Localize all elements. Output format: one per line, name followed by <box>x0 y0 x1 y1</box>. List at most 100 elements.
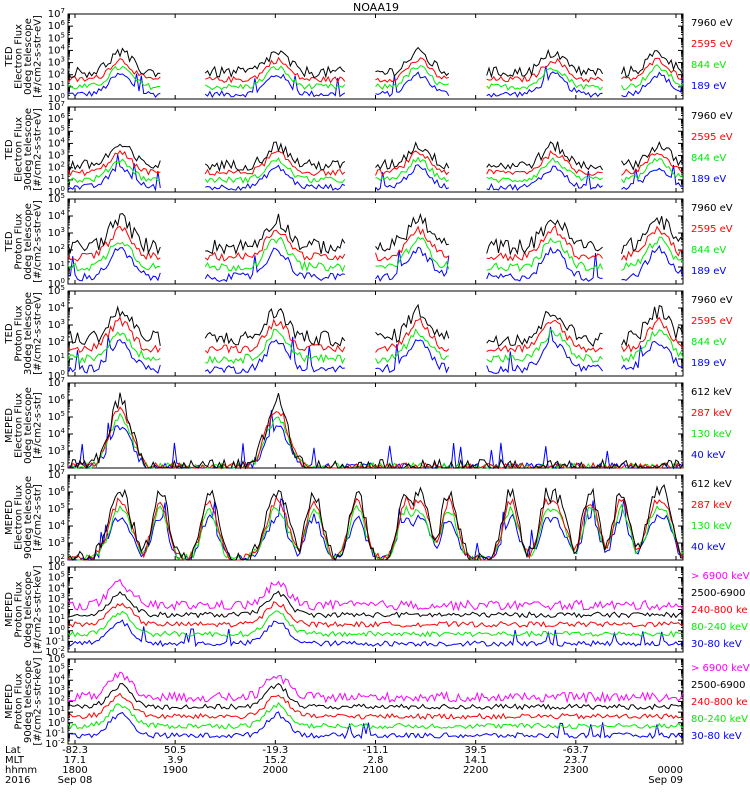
series-trace-red <box>67 316 684 354</box>
y-tick-exponent: 4 <box>61 43 66 51</box>
y-tick-exponent: 5 <box>61 410 65 418</box>
y-tick-exponent: 7 <box>61 468 65 476</box>
y-axis-label-line: Electron Flux <box>14 117 25 182</box>
channel-label: 844 eV <box>691 60 726 71</box>
y-tick-exponent: -1 <box>58 634 65 642</box>
y-tick-exponent: 5 <box>61 663 65 671</box>
channel-label: > 6900 keV <box>691 663 750 674</box>
series-trace-blue <box>67 65 684 99</box>
y-tick-label: 101 <box>48 173 65 186</box>
y-axis-label-line: MEPED <box>4 592 15 627</box>
y-tick-label: 105 <box>48 31 65 44</box>
y-axis-label-line: Electron Flux <box>14 24 25 89</box>
series-trace-black <box>67 46 684 79</box>
y-tick-exponent: 3 <box>61 149 65 157</box>
channel-label: 40 keV <box>691 542 725 553</box>
x-tick-hhmm: 0000 <box>658 765 683 776</box>
panel-7: 10-210-1100101102103104105106MEPEDProton… <box>4 560 750 658</box>
series-trace-black <box>67 590 684 619</box>
y-tick-label: 102 <box>48 68 65 81</box>
y-tick-exponent: 6 <box>61 393 66 401</box>
series-trace-green <box>67 701 684 730</box>
channel-label: 30-80 keV <box>691 639 742 650</box>
y-axis-label-line: TED <box>4 139 15 160</box>
y-tick-label: 106 <box>48 393 66 406</box>
y-tick-label: 105 <box>48 124 65 137</box>
y-axis-label-line: [#/cm2-s-str-eV] <box>33 15 44 98</box>
series-trace-blue <box>67 410 684 470</box>
x-tick-hhmm: 1900 <box>162 765 187 776</box>
series-trace-blue <box>67 711 684 740</box>
y-tick-label: 103 <box>48 444 65 457</box>
y-tick-label: 102 <box>48 243 65 256</box>
y-tick-exponent: 3 <box>61 684 65 692</box>
y-tick-label: 105 <box>48 284 65 297</box>
y-axis-label-line: 0deg telescope <box>23 18 34 95</box>
channel-label: 2500-6900 <box>691 588 746 599</box>
series-trace-red <box>67 495 684 561</box>
y-axis-label-line: MEPED <box>4 684 15 719</box>
y-tick-exponent: 0 <box>61 277 65 285</box>
series-trace-black <box>67 212 684 256</box>
series-trace-blue <box>67 244 684 283</box>
y-tick-label: 104 <box>48 43 66 56</box>
y-tick-label: 107 <box>48 376 65 389</box>
y-axis-label-line: Proton Flux <box>14 673 25 729</box>
y-tick-exponent: 6 <box>61 560 66 568</box>
y-tick-exponent: 4 <box>61 427 66 435</box>
y-axis-label-line: MEPED <box>4 408 15 443</box>
y-tick-label: 101 <box>48 80 65 93</box>
y-tick-exponent: 0 <box>61 716 65 724</box>
y-tick-exponent: 3 <box>61 444 65 452</box>
y-axis-label-line: Electron Flux <box>14 485 25 550</box>
channel-label: 130 keV <box>691 521 732 532</box>
y-tick-label: 101 <box>48 260 65 273</box>
x-tick-hhmm: 2100 <box>363 765 388 776</box>
x-tick-date: Sep 09 <box>648 775 683 786</box>
y-tick-exponent: 2 <box>61 603 65 611</box>
y-tick-exponent: 7 <box>61 376 65 384</box>
y-tick-label: 107 <box>48 7 65 20</box>
y-axis-label-line: TED <box>4 323 15 344</box>
x-row-label: MLT <box>5 755 25 766</box>
x-row-label: 2016 <box>5 775 30 786</box>
panel-frame <box>67 566 684 653</box>
series-trace-black <box>67 140 684 173</box>
y-tick-label: 105 <box>48 410 65 423</box>
series-trace-magenta <box>67 578 684 612</box>
y-tick-label: 106 <box>48 19 66 32</box>
y-tick-exponent: 2 <box>61 243 65 251</box>
y-axis-label-line: [#/cm2-s-str-keV] <box>33 657 44 745</box>
series-trace-red <box>67 56 684 84</box>
y-tick-exponent: 7 <box>61 100 65 108</box>
y-tick-label: 103 <box>48 318 65 331</box>
y-tick-exponent: 0 <box>61 624 65 632</box>
series-trace-green <box>67 610 684 638</box>
x-row-label: Lat <box>5 745 21 756</box>
y-axis-label-line: 90deg telescope <box>23 660 34 743</box>
y-tick-label: 103 <box>48 149 65 162</box>
x-tick-mlt: 14.1 <box>465 755 487 766</box>
x-tick-lat: -63.7 <box>563 745 589 756</box>
series-trace-red <box>67 150 684 177</box>
x-tick-mlt: 23.7 <box>565 755 587 766</box>
y-tick-exponent: -2 <box>58 645 65 653</box>
y-tick-exponent: 5 <box>61 31 65 39</box>
channel-label: 287 keV <box>691 408 732 419</box>
channel-label: 80-240 keV <box>691 714 748 725</box>
y-tick-exponent: 5 <box>61 284 65 292</box>
y-tick-exponent: 3 <box>61 56 65 64</box>
channel-label: 2500-6900 <box>691 680 746 691</box>
series-trace-red <box>67 406 683 470</box>
y-tick-exponent: 2 <box>61 695 65 703</box>
y-tick-label: 104 <box>48 301 66 314</box>
x-tick-mlt: 3.9 <box>167 755 183 766</box>
channel-label: 7960 eV <box>691 111 733 122</box>
y-tick-exponent: 4 <box>61 209 66 217</box>
y-tick-exponent: 5 <box>61 192 65 200</box>
x-tick-mlt: 2.8 <box>368 755 384 766</box>
y-tick-exponent: -2 <box>58 737 65 745</box>
y-tick-label: 105 <box>48 192 65 205</box>
